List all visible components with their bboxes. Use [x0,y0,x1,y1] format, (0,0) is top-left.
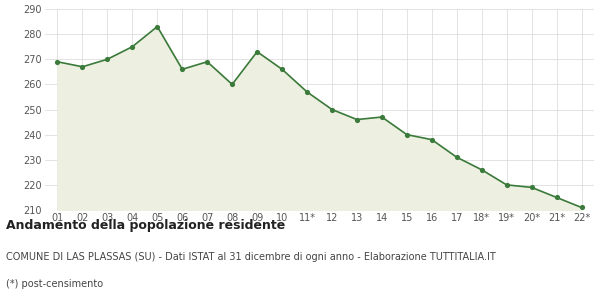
Point [152,24,162,29]
Point [178,67,187,72]
Point [277,67,287,72]
Point [352,117,362,122]
Point [253,49,262,54]
Point [53,59,62,64]
Point [552,195,562,200]
Point [402,132,412,137]
Point [77,64,87,69]
Point [477,167,487,172]
Point [103,57,112,62]
Point [527,185,536,190]
Text: Andamento della popolazione residente: Andamento della popolazione residente [6,219,285,232]
Point [377,115,386,119]
Point [577,205,586,210]
Point [427,137,437,142]
Point [128,44,137,49]
Point [327,107,337,112]
Point [302,89,312,94]
Point [502,182,511,187]
Point [227,82,237,87]
Text: COMUNE DI LAS PLASSAS (SU) - Dati ISTAT al 31 dicembre di ogni anno - Elaborazio: COMUNE DI LAS PLASSAS (SU) - Dati ISTAT … [6,252,496,262]
Point [452,155,461,160]
Text: (*) post-censimento: (*) post-censimento [6,279,103,289]
Point [202,59,212,64]
